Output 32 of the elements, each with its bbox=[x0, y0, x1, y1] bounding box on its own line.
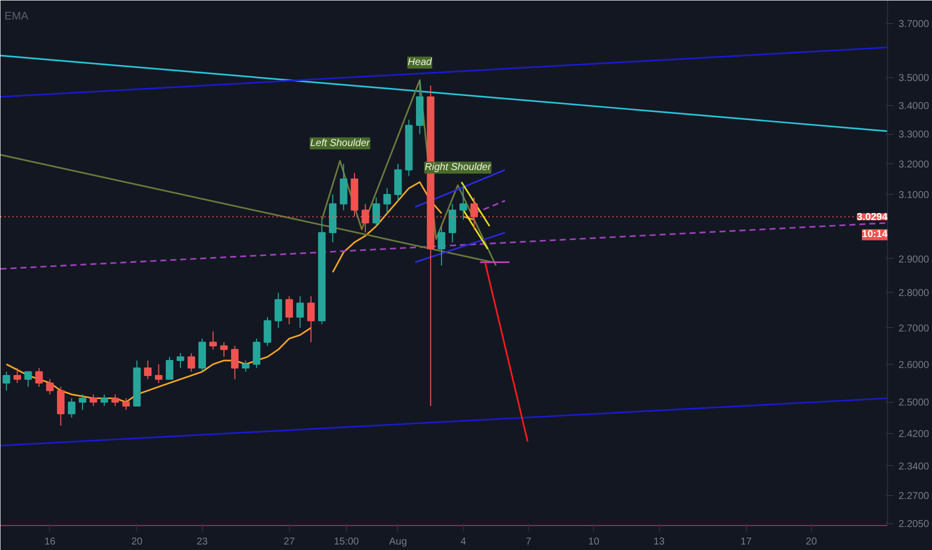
y-tick-label: 2.4200 bbox=[898, 429, 930, 440]
y-tick-label: 3.7000 bbox=[898, 19, 930, 30]
annotation: Left Shoulder bbox=[310, 138, 370, 149]
x-tick-label: 20 bbox=[131, 536, 143, 548]
x-tick-label: Aug bbox=[389, 536, 407, 548]
y-tick-label: 2.9000 bbox=[898, 254, 930, 266]
annotation: Right Shoulder bbox=[424, 162, 492, 174]
y-tick-label: 3.1000 bbox=[898, 190, 930, 201]
annotation: EMA bbox=[4, 10, 29, 22]
y-tick-label: 2.8000 bbox=[898, 288, 930, 300]
annotation: Head bbox=[408, 57, 432, 68]
y-tick-label: 2.5000 bbox=[898, 398, 930, 409]
x-tick-label: 4 bbox=[460, 536, 466, 548]
x-tick-label: 16 bbox=[44, 536, 56, 548]
x-tick-label: 17 bbox=[740, 536, 752, 548]
x-tick-label: 27 bbox=[284, 536, 296, 548]
y-tick-label: 2.2050 bbox=[898, 518, 930, 530]
y-tick-label: 2.2700 bbox=[898, 490, 930, 502]
x-tick-label: 13 bbox=[654, 536, 666, 548]
x-tick-label: 10 bbox=[588, 536, 600, 548]
x-tick-label: 23 bbox=[196, 536, 208, 548]
y-tick-label: 2.3400 bbox=[898, 461, 930, 472]
x-tick-label: 15:00 bbox=[334, 536, 360, 548]
annotation: 10:14 bbox=[862, 229, 888, 240]
y-tick-label: 2.6000 bbox=[898, 360, 930, 371]
y-tick-label: 3.2000 bbox=[898, 159, 930, 170]
y-tick-label: 3.3000 bbox=[898, 130, 930, 141]
x-tick-label: 7 bbox=[526, 536, 532, 548]
x-tick-label: 20 bbox=[806, 536, 818, 548]
y-tick-label: 3.5000 bbox=[898, 72, 930, 84]
y-tick-label: 2.7000 bbox=[898, 323, 930, 334]
y-tick-label: 3.4000 bbox=[898, 100, 930, 112]
